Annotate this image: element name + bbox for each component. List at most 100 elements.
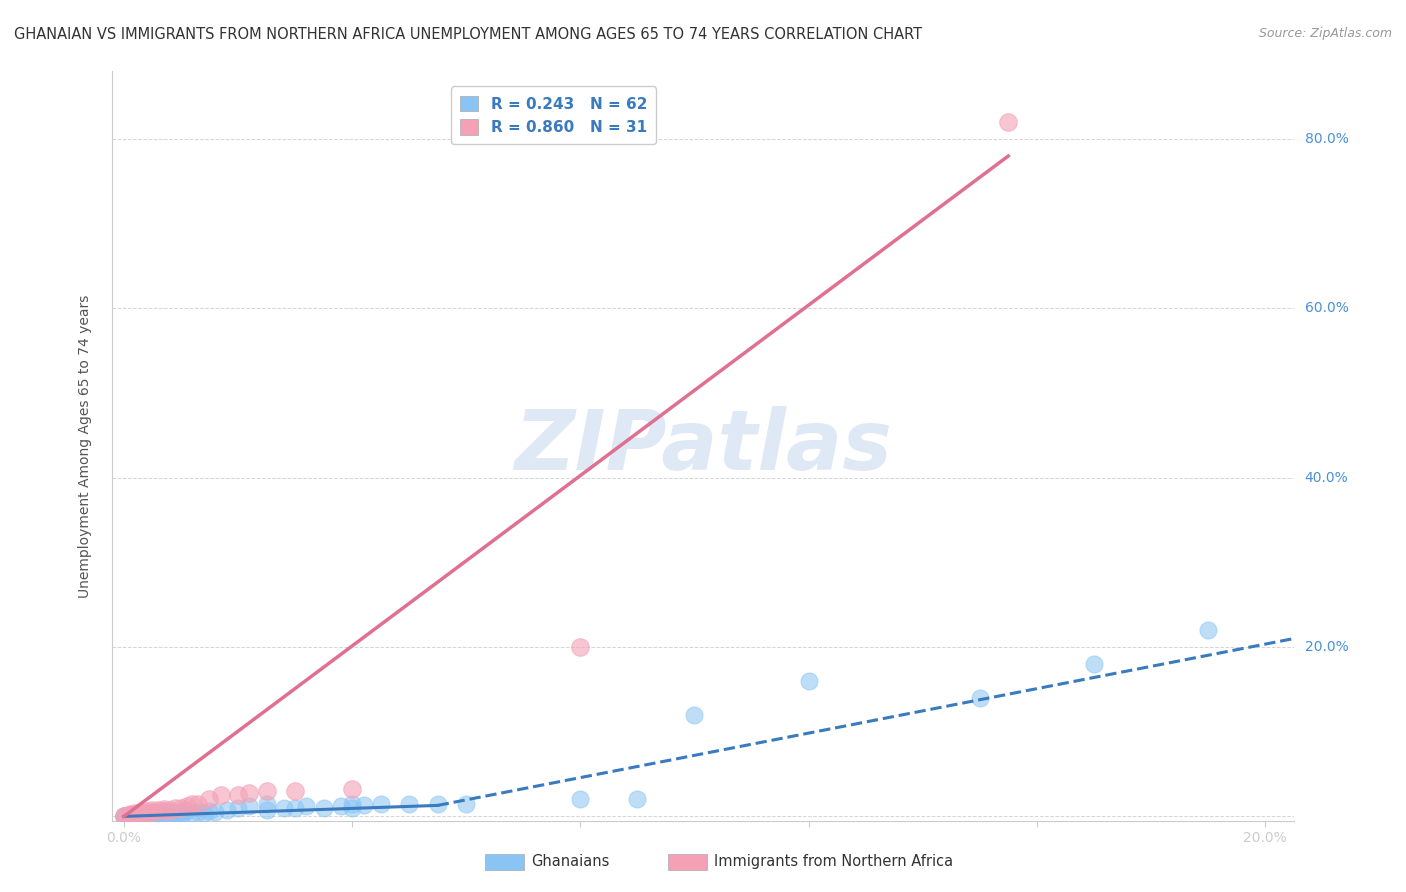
Text: 20.0%: 20.0%	[1305, 640, 1348, 654]
Point	[170, 801, 193, 815]
Point	[176, 799, 198, 814]
Point	[209, 789, 232, 803]
Point	[1197, 623, 1219, 637]
Point	[129, 807, 152, 822]
Point	[238, 786, 260, 800]
Point	[456, 797, 478, 811]
Point	[969, 690, 991, 705]
Point	[226, 789, 249, 803]
Point	[340, 801, 363, 815]
Point	[997, 115, 1019, 129]
Point	[187, 805, 209, 820]
Y-axis label: Unemployment Among Ages 65 to 74 years: Unemployment Among Ages 65 to 74 years	[77, 294, 91, 598]
Point	[146, 808, 169, 822]
Point	[353, 798, 375, 813]
Point	[1083, 657, 1105, 671]
Point	[226, 801, 249, 815]
Point	[135, 809, 157, 823]
Point	[170, 808, 193, 822]
Point	[284, 801, 307, 815]
Point	[112, 809, 135, 823]
Point	[135, 807, 157, 822]
Point	[112, 808, 135, 822]
Point	[165, 801, 187, 815]
Point	[153, 805, 176, 819]
Point	[118, 807, 141, 822]
Point	[153, 805, 176, 820]
Point	[124, 808, 146, 822]
Point	[153, 807, 176, 822]
Point	[284, 784, 307, 798]
Point	[129, 806, 152, 821]
Point	[273, 801, 295, 815]
Point	[129, 805, 152, 820]
Point	[153, 802, 176, 816]
Point	[215, 804, 238, 818]
Point	[683, 707, 706, 722]
Point	[118, 806, 141, 821]
Point	[159, 803, 181, 817]
Point	[141, 808, 163, 822]
Point	[238, 799, 260, 814]
Point	[146, 804, 169, 818]
Point	[112, 808, 135, 822]
Point	[569, 640, 592, 654]
Point	[165, 805, 187, 820]
Point	[181, 797, 204, 811]
Point	[165, 807, 187, 822]
Point	[295, 799, 318, 814]
Point	[256, 784, 278, 798]
Point	[170, 805, 193, 820]
Point	[118, 807, 141, 822]
Text: 40.0%: 40.0%	[1305, 471, 1348, 484]
Point	[329, 799, 352, 814]
Point	[187, 797, 209, 811]
Text: Immigrants from Northern Africa: Immigrants from Northern Africa	[714, 855, 953, 869]
Point	[340, 797, 363, 811]
Point	[118, 808, 141, 822]
Point	[141, 804, 163, 818]
Point	[124, 807, 146, 822]
Point	[181, 805, 204, 820]
Point	[141, 807, 163, 822]
Point	[569, 792, 592, 806]
Text: Ghanaians: Ghanaians	[531, 855, 610, 869]
Point	[159, 805, 181, 820]
Text: ZIPatlas: ZIPatlas	[515, 406, 891, 486]
Legend: R = 0.243   N = 62, R = 0.860   N = 31: R = 0.243 N = 62, R = 0.860 N = 31	[451, 87, 657, 145]
Point	[198, 805, 221, 819]
Text: GHANAIAN VS IMMIGRANTS FROM NORTHERN AFRICA UNEMPLOYMENT AMONG AGES 65 TO 74 YEA: GHANAIAN VS IMMIGRANTS FROM NORTHERN AFR…	[14, 27, 922, 42]
Point	[124, 805, 146, 820]
Point	[141, 805, 163, 820]
Text: 60.0%: 60.0%	[1305, 301, 1348, 316]
Point	[370, 797, 392, 811]
Point	[135, 808, 157, 822]
Point	[193, 805, 215, 820]
Point	[146, 805, 169, 820]
Point	[129, 808, 152, 822]
Text: 80.0%: 80.0%	[1305, 132, 1348, 146]
Point	[129, 809, 152, 823]
Point	[118, 808, 141, 822]
Point	[312, 801, 335, 815]
Point	[153, 805, 176, 820]
Point	[141, 806, 163, 821]
Point	[112, 809, 135, 823]
Point	[118, 809, 141, 823]
Point	[176, 805, 198, 819]
Point	[256, 797, 278, 811]
Point	[124, 807, 146, 822]
Point	[426, 797, 449, 811]
Point	[141, 805, 163, 820]
Point	[204, 805, 226, 820]
Point	[626, 792, 648, 806]
Point	[159, 806, 181, 821]
Point	[135, 806, 157, 821]
Text: Source: ZipAtlas.com: Source: ZipAtlas.com	[1258, 27, 1392, 40]
Point	[135, 805, 157, 820]
Point	[340, 782, 363, 797]
Point	[797, 673, 820, 688]
Point	[146, 806, 169, 821]
Point	[256, 803, 278, 817]
Point	[198, 792, 221, 806]
